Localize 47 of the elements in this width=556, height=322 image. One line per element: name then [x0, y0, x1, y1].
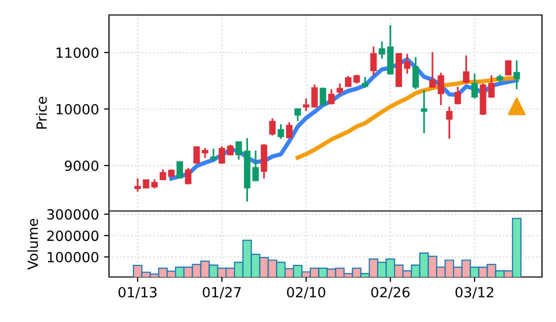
- candlestick: [404, 52, 410, 74]
- candlestick: [236, 141, 242, 160]
- candlestick: [462, 54, 470, 84]
- candlestick: [302, 98, 310, 112]
- candlestick: [269, 117, 276, 136]
- candlestick: [362, 76, 368, 89]
- candlestick: [454, 86, 461, 106]
- candlestick: [184, 167, 192, 186]
- candlestick: [227, 144, 234, 156]
- x-tick-label: 01/13: [118, 286, 157, 299]
- candlestick: [370, 46, 377, 76]
- candlestick: [311, 84, 318, 109]
- candlestick: [505, 60, 512, 76]
- y-tick-label: 300000: [47, 209, 98, 220]
- y-tick-label: 11000: [56, 47, 98, 58]
- candlestick: [218, 146, 226, 165]
- candlestick: [320, 86, 326, 106]
- y-tick-label: 9000: [64, 160, 98, 171]
- candlestick: [336, 82, 344, 96]
- candlestick: [446, 106, 453, 140]
- y-tick-label: 100000: [48, 252, 98, 262]
- candlestick: [252, 150, 259, 182]
- x-tick-label: 03/12: [456, 286, 494, 299]
- x-tick-label: 02/26: [371, 286, 410, 299]
- candlestick: [420, 89, 428, 134]
- candlestick: [328, 88, 335, 106]
- x-tick-label: 01/27: [202, 286, 241, 299]
- candlestick: [176, 161, 183, 178]
- candlestick: [210, 148, 217, 162]
- y-tick-label: 200000: [47, 230, 98, 242]
- candlestick: [471, 72, 478, 100]
- candlestick: [294, 108, 301, 122]
- candlestick: [134, 178, 141, 192]
- candlestick: [412, 56, 419, 90]
- candlestick: [429, 51, 436, 88]
- candlestick: [438, 72, 444, 106]
- y-axis-title: Volume: [27, 218, 38, 270]
- candlestick: [202, 147, 208, 159]
- y-tick-label: 10000: [56, 104, 98, 114]
- candlestick: [514, 60, 520, 90]
- x-tick-label: 02/10: [287, 286, 326, 299]
- y-axis-title: Price: [36, 96, 47, 129]
- candlestick: [378, 40, 386, 60]
- candlestick: [286, 121, 292, 139]
- candlestick: [278, 123, 284, 140]
- candlestick: [193, 145, 200, 164]
- candlestick: [345, 75, 352, 88]
